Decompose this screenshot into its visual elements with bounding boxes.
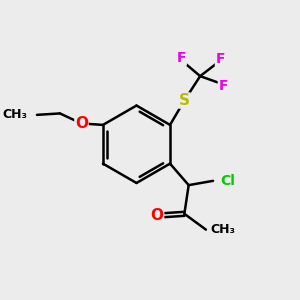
Text: CH₃: CH₃ [210, 223, 235, 236]
Text: S: S [179, 93, 190, 108]
Text: Cl: Cl [220, 174, 235, 188]
Text: F: F [215, 52, 225, 67]
Text: F: F [218, 79, 228, 93]
Text: O: O [151, 208, 164, 223]
Text: CH₃: CH₃ [2, 108, 27, 122]
Text: F: F [177, 51, 186, 65]
Text: O: O [75, 116, 88, 131]
